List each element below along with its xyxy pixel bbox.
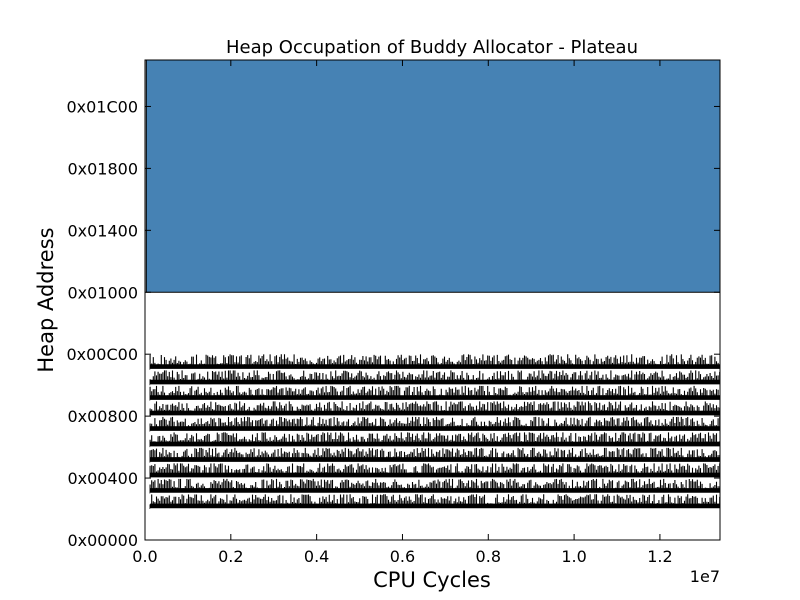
allocation-band-0 [149,493,720,510]
band-spikes-4 [149,431,720,448]
allocation-band-1 [149,478,720,495]
plot-frame [144,59,721,541]
y-tick-label-6: 0x01800 [67,159,138,178]
allocation-band-2 [149,462,720,479]
chart-title: Heap Occupation of Buddy Allocator - Pla… [226,37,638,58]
y-tick-label-5: 0x01400 [67,221,138,240]
y-tick-label-7: 0x01C00 [66,97,138,116]
x-axis-label: CPU Cycles [373,568,491,592]
y-tick-label-4: 0x01000 [67,283,138,302]
band-spikes-9 [149,354,720,370]
allocation-band-5 [149,416,720,433]
x-tick-label-4: 0.8 [476,547,501,566]
x-axis-ticks: 0.0 0.2 0.4 0.6 0.8 1.0 1.2 [132,60,673,566]
x-tick-label-1: 0.2 [218,547,243,566]
x-tick-label-0: 0.0 [132,547,157,566]
band-spikes-2 [149,462,720,479]
y-tick-label-2: 0x00800 [67,407,138,426]
x-tick-label-6: 1.2 [647,547,672,566]
y-axis-ticks: 0x00000 0x00400 0x00800 0x00C00 0x01000 0x014… [66,97,720,550]
y-axis-label: Heap Address [34,227,58,372]
allocation-band-4 [149,431,720,448]
band-spikes-5 [149,416,720,432]
allocation-band-8 [149,369,720,386]
x-tick-label-5: 1.0 [561,547,586,566]
band-spikes-0 [149,493,720,509]
allocation-band-3 [149,447,720,464]
allocation-band-7 [149,385,720,402]
band-spikes-6 [149,400,720,417]
band-spikes-8 [149,369,720,386]
y-tick-label-1: 0x00400 [67,469,138,488]
band-spikes-7 [149,385,720,401]
occupied-region-0 [145,60,720,293]
allocation-band-6 [149,400,720,417]
x-axis-offset-label: 1e7 [690,567,720,586]
chart-marks [145,60,720,510]
band-spikes-3 [149,447,720,463]
allocation-band-9 [149,354,720,371]
y-tick-label-3: 0x00C00 [66,345,138,364]
y-tick-label-0: 0x00000 [67,531,138,550]
x-tick-label-2: 0.4 [304,547,329,566]
band-spikes-1 [149,478,720,494]
x-tick-label-3: 0.6 [390,547,415,566]
